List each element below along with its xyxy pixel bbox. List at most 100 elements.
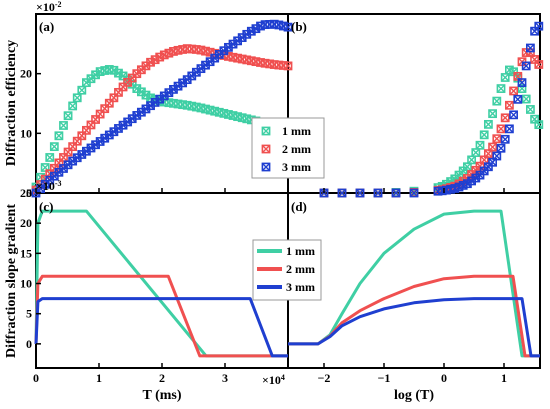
marker-b-2mm	[504, 100, 514, 110]
panel-label-d: (d)	[291, 199, 307, 214]
xtick-d: −1	[378, 371, 391, 385]
xtick-c: 0	[33, 371, 39, 385]
marker-a-1mm	[49, 142, 59, 152]
ytick-c: 10	[20, 277, 32, 291]
panel-b-frame	[287, 13, 541, 194]
marker-b-3mm	[355, 188, 365, 198]
marker-a-3mm	[283, 22, 293, 32]
marker-a-2mm	[114, 87, 123, 97]
marker-b-2mm	[509, 86, 518, 96]
ytick-c: 25	[20, 186, 32, 200]
line-d-2mm	[288, 274, 540, 358]
x-multiplier: ×104	[262, 373, 285, 387]
xtick-d: 0	[441, 371, 447, 385]
ytick-c: 0	[26, 337, 32, 351]
marker-a-3mm	[251, 24, 261, 34]
xtick-c: 2	[159, 371, 165, 385]
legend-top-marker-2mm	[261, 144, 271, 154]
panel-label-b: (b)	[291, 19, 307, 34]
legend-bottom-2mm: 2 mm	[286, 262, 315, 276]
marker-b-1mm	[488, 109, 497, 119]
marker-b-1mm	[483, 119, 493, 129]
marker-a-1mm	[63, 111, 73, 121]
legend-top-3mm: 3 mm	[282, 160, 311, 174]
legend-top-marker-1mm	[261, 126, 271, 136]
panel-c-frame	[35, 192, 289, 369]
xlabel-left: T (ms)	[142, 388, 181, 403]
marker-a-1mm	[68, 101, 78, 111]
marker-b-3mm	[496, 143, 506, 153]
marker-a-2mm	[100, 104, 110, 114]
marker-b-3mm	[500, 134, 510, 144]
marker-a-3mm	[205, 57, 215, 67]
line-c-3mm	[34, 297, 288, 358]
marker-a-1mm	[72, 93, 82, 103]
marker-a-2mm	[283, 61, 293, 71]
marker-a-3mm	[82, 146, 91, 156]
legend-top: 1 mm 2 mm 3 mm	[251, 117, 325, 179]
line-d-3mm	[288, 297, 540, 358]
legend-top-2mm: 2 mm	[282, 142, 311, 156]
marker-a-2mm	[146, 57, 155, 67]
marker-b-3mm	[373, 188, 383, 198]
top-multiplier: ×10-2	[36, 0, 62, 14]
legend-top-marker-3mm	[261, 162, 271, 172]
marker-b-1mm	[534, 120, 544, 130]
panel-label-c: (c)	[39, 199, 53, 214]
ylabel-bottom: Diffraction slope gradient	[4, 204, 19, 358]
ytick-c: 15	[20, 246, 32, 260]
marker-b-1mm	[475, 140, 485, 150]
marker-b-3mm	[521, 61, 531, 71]
xtick-d: −2	[318, 371, 331, 385]
legend-bottom-3mm: 3 mm	[286, 280, 315, 294]
marker-b-3mm	[534, 21, 544, 31]
xtick-c: 3	[222, 371, 228, 385]
marker-a-1mm	[77, 85, 87, 95]
marker-b-1mm	[492, 96, 502, 106]
ytick-a: 20	[20, 67, 32, 81]
marker-b-3mm	[492, 151, 502, 161]
marker-a-1mm	[54, 131, 64, 141]
line-c-1mm	[34, 209, 288, 358]
marker-b-3mm	[525, 43, 535, 53]
marker-b-3mm	[504, 124, 514, 134]
legend-bottom: 1 mm 2 mm 3 mm	[252, 239, 322, 301]
marker-b-3mm	[517, 78, 527, 88]
marker-b-1mm	[479, 130, 489, 140]
marker-a-1mm	[59, 121, 68, 130]
marker-a-2mm	[150, 55, 160, 65]
marker-b-1mm	[525, 105, 535, 114]
marker-b-2mm	[492, 134, 502, 144]
xtick-d: 1	[501, 371, 507, 385]
marker-a-2mm	[155, 52, 165, 62]
marker-b-3mm	[391, 188, 401, 198]
legend-top-1mm: 1 mm	[282, 124, 311, 138]
marker-b-2mm	[488, 142, 497, 152]
marker-b-2mm	[500, 113, 510, 123]
legend-bottom-1mm: 1 mm	[286, 244, 315, 258]
ytick-c: 20	[20, 216, 32, 230]
marker-b-3mm	[337, 188, 347, 198]
ytick-a: 0	[26, 186, 32, 200]
ytick-a: 10	[20, 126, 32, 140]
ytick-c: 5	[26, 307, 32, 321]
marker-b-3mm	[409, 188, 419, 198]
line-c-2mm	[34, 274, 288, 358]
marker-a-3mm	[246, 26, 256, 36]
bottom-multiplier: ×10-3	[36, 179, 62, 193]
marker-a-3mm	[228, 39, 238, 49]
marker-b-3mm	[509, 110, 518, 120]
marker-a-1mm	[45, 153, 55, 162]
ylabel-top: Diffraction efficiency	[4, 40, 19, 166]
marker-b-1mm	[471, 148, 481, 157]
marker-b-2mm	[496, 124, 506, 134]
xtick-c: 1	[96, 371, 102, 385]
marker-b-1mm	[496, 84, 506, 93]
marker-b-1mm	[521, 94, 531, 104]
marker-a-3mm	[118, 120, 128, 130]
panel-label-a: (a)	[39, 19, 54, 34]
marker-b-2mm	[534, 60, 544, 69]
line-d-1mm	[288, 209, 540, 358]
